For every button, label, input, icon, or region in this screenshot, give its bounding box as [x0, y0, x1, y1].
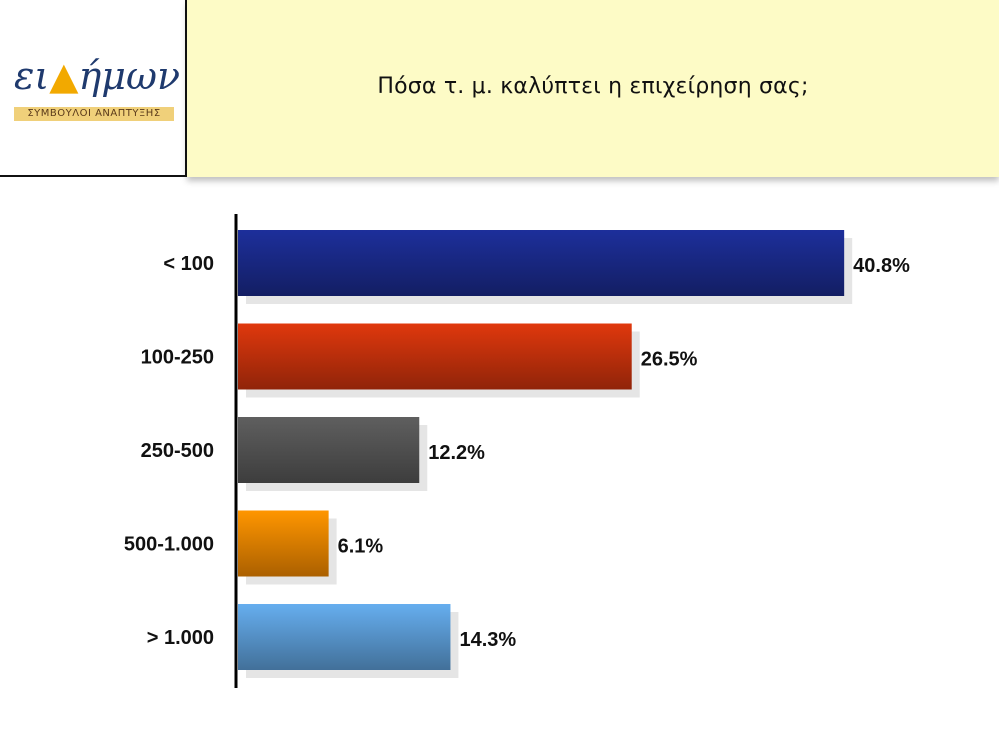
value-label: 6.1%: [338, 536, 384, 558]
value-label: 40.8%: [853, 255, 910, 277]
bar-4: [238, 604, 451, 670]
page-title: Πόσα τ. μ. καλύπτει η επιχείρηση σας;: [377, 74, 809, 99]
value-label: 26.5%: [641, 349, 698, 371]
logo-wordmark: ει▲ήμων: [14, 56, 180, 96]
category-label: 500-1.000: [124, 534, 214, 556]
logo-name-part2: ήμων: [78, 54, 181, 98]
logo-tagline: ΣΥΜΒΟΥΛΟΙ ΑΝΑΠΤΥΞΗΣ: [14, 107, 174, 121]
triangle-icon: ▲: [49, 54, 79, 98]
bar-1: [238, 323, 632, 390]
header-band: Πόσα τ. μ. καλύπτει η επιχείρηση σας;: [187, 0, 999, 177]
value-label: 14.3%: [459, 629, 516, 651]
logo: ει▲ήμων ΣΥΜΒΟΥΛΟΙ ΑΝΑΠΤΥΞΗΣ: [0, 0, 187, 177]
logo-name-part1: ει: [14, 54, 50, 98]
bar-2: [238, 417, 420, 483]
category-label: 100-250: [141, 347, 214, 369]
category-label: < 100: [163, 253, 214, 275]
category-label: > 1.000: [147, 627, 214, 649]
value-label: 12.2%: [428, 442, 485, 464]
category-label: 250-500: [141, 440, 214, 462]
bar-3: [238, 510, 329, 577]
bar-0: [238, 230, 845, 296]
